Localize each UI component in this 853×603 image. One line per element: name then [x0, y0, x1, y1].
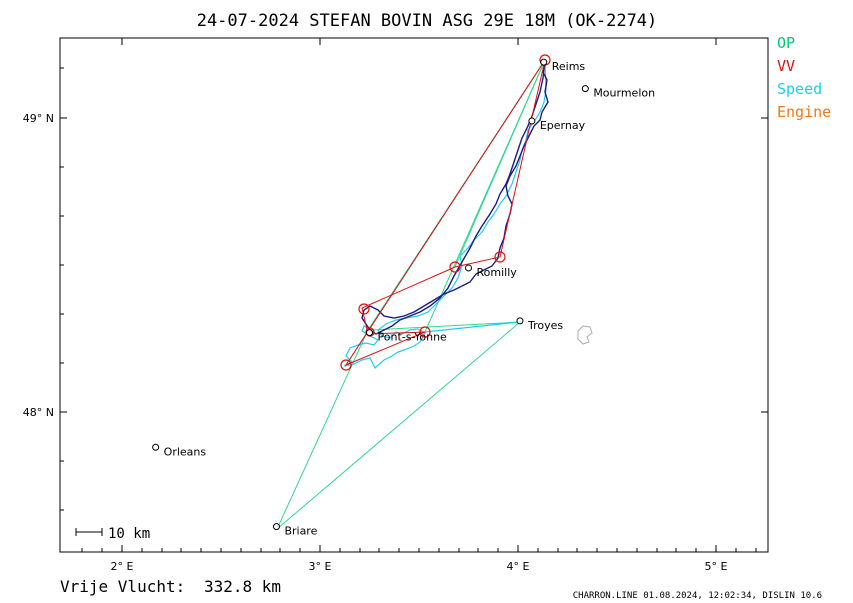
free-flight-label: Vrije Vlucht: — [60, 577, 185, 596]
place-label: Briare — [284, 525, 317, 538]
turnpoint-marker — [358, 303, 370, 315]
city-outline — [577, 325, 593, 345]
place-label: Mourmelon — [593, 87, 655, 100]
x-tick-label: 3° E — [309, 560, 332, 573]
turnpoint-marker — [340, 359, 352, 371]
x-ticks — [81, 38, 757, 552]
legend-vv: VV — [777, 57, 795, 75]
turnpoint-marker — [494, 251, 506, 263]
place-label: Pont-s-Yonne — [378, 331, 448, 344]
place-marker — [528, 117, 536, 125]
footer-info: CHARRON.LINE 01.08.2024, 12:02:34, DISLI… — [573, 591, 822, 601]
place-label: Troyes — [527, 319, 563, 332]
place-label: Reims — [552, 60, 586, 73]
place-marker — [516, 317, 524, 325]
y-tick-label: 49° N — [23, 112, 54, 125]
legend-engine: Engine — [777, 103, 831, 121]
speed-track — [343, 59, 547, 369]
scale-label: 10 km — [108, 526, 150, 542]
place-marker — [152, 443, 160, 451]
op-lines — [276, 59, 546, 530]
scale-bar — [75, 528, 103, 536]
map-title: 24-07-2024 STEFAN BOVIN ASG 29E 18M (OK-… — [197, 11, 658, 31]
places-layer: Reims Mourmelon Epernay Romilly Pont-s-Yonne… — [152, 58, 655, 538]
place-marker — [581, 85, 589, 93]
flight-track — [361, 59, 549, 335]
place-label: Romilly — [477, 266, 518, 279]
place-marker — [366, 329, 373, 337]
x-tick-label: 5° E — [705, 560, 728, 573]
turnpoint-marker — [419, 326, 431, 338]
place-marker — [540, 58, 548, 66]
x-tick-label: 2° E — [111, 560, 134, 573]
x-tick-label: 4° E — [507, 560, 530, 573]
vv-legs — [344, 59, 546, 367]
map-frame — [59, 37, 769, 553]
place-marker — [272, 523, 280, 531]
legend-op: OP — [777, 34, 795, 52]
turnpoint-marker — [449, 261, 461, 273]
free-flight-value: 332.8 km — [204, 577, 281, 596]
place-marker — [465, 264, 472, 272]
y-ticks — [60, 67, 768, 511]
place-label: Epernay — [540, 119, 586, 132]
y-tick-label: 48° N — [23, 406, 54, 419]
speed-track-short — [424, 321, 521, 333]
legend-speed: Speed — [777, 80, 822, 98]
place-label: Orleans — [164, 445, 207, 458]
